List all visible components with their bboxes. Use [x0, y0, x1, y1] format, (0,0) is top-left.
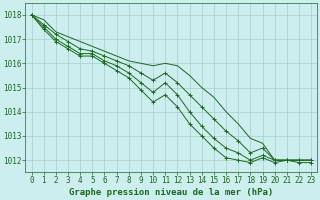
X-axis label: Graphe pression niveau de la mer (hPa): Graphe pression niveau de la mer (hPa) — [69, 188, 274, 197]
